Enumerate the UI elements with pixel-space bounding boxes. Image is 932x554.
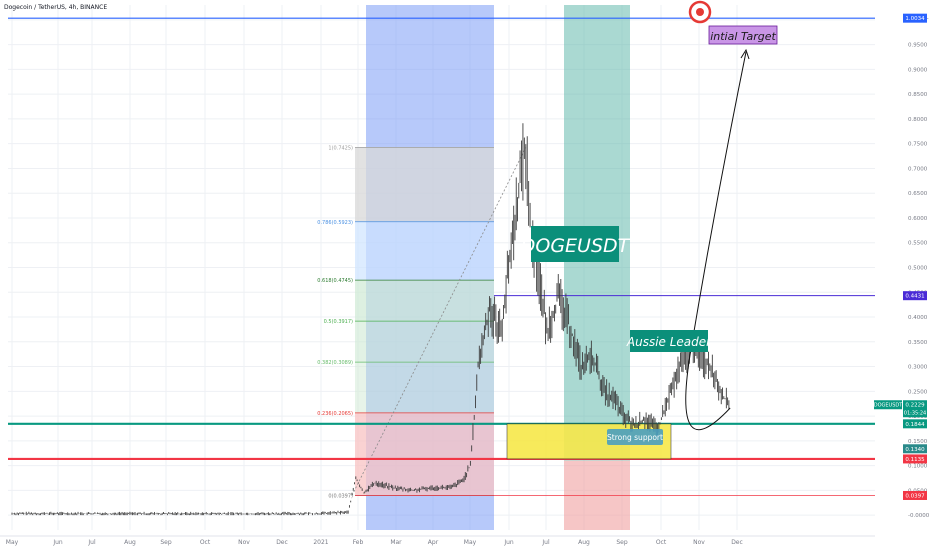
y-tick-label: 0.1000 — [908, 464, 928, 470]
y-tick-label: 0.3000 — [908, 365, 928, 371]
price-axis-label-text: 0.4431 — [905, 294, 924, 300]
price-axis-label-text: 0.1135 — [905, 457, 925, 463]
leader-label-box — [630, 330, 708, 352]
leader-label-text: Aussie Leader — [626, 335, 712, 349]
symbol-price-tag-box — [874, 400, 902, 410]
y-tick-label: 0.4000 — [908, 315, 928, 321]
x-tick-label: Nov — [693, 539, 705, 546]
level-price-box — [903, 444, 927, 454]
symbol-title: Dogecoin / TetherUS, 4h, BINANCE — [4, 4, 108, 11]
current-price-text: 0.2229 — [905, 403, 925, 409]
support-label-text: Strong support — [607, 433, 663, 442]
symbol-label-text: DOGEUSDT — [521, 235, 631, 257]
x-tick-label: Jul — [541, 539, 550, 546]
y-tick-label: 0.5500 — [908, 241, 928, 247]
fib-zone — [355, 280, 494, 322]
x-tick-label: 2021 — [313, 539, 328, 546]
symbol-label-box — [531, 226, 619, 262]
y-tick-label: -0.0000 — [908, 513, 930, 519]
x-tick-label: Aug — [124, 539, 136, 546]
x-tick-label: May — [464, 539, 477, 546]
y-tick-label: 0.7500 — [908, 142, 928, 148]
fib-level-label: 0.236(0.2065) — [317, 411, 353, 417]
y-tick-label: 0.9000 — [908, 67, 928, 73]
fib-level-label: 0.786(0.5923) — [317, 220, 353, 226]
price-axis-label-box — [903, 13, 927, 23]
current-price-box — [903, 400, 927, 418]
fib-zone — [355, 147, 494, 222]
fib-trend-line — [351, 147, 527, 496]
target-icon-center — [696, 8, 704, 16]
projection-arrowhead — [740, 48, 750, 60]
x-tick-label: Aug — [578, 539, 590, 546]
y-tick-label: 0.7000 — [908, 166, 928, 172]
price-axis-label-text: 1.0034 — [905, 16, 925, 22]
fib-level-label: 1(0.7425) — [328, 145, 353, 151]
support-label-box — [607, 429, 663, 445]
y-tick-label: 0.1500 — [908, 439, 928, 445]
price-axis-label-box — [903, 419, 927, 429]
price-axis-label-text: 0.1844 — [905, 422, 925, 428]
projection-curve — [685, 51, 747, 431]
x-tick-label: Oct — [200, 539, 211, 546]
x-tick-label: Dec — [731, 539, 743, 546]
fib-level-label: 0(0.0397) — [328, 493, 353, 499]
fib-zone — [355, 412, 494, 496]
target-label-text: intial Target — [710, 30, 776, 43]
y-tick-label: 0.5000 — [908, 266, 928, 272]
x-tick-label: Apr — [428, 539, 439, 546]
price-axis-label-box — [903, 454, 927, 464]
price-axis-label-box — [903, 291, 927, 301]
x-tick-label: Sep — [616, 539, 628, 546]
fib-zone — [355, 362, 494, 413]
y-tick-label: 0.3500 — [908, 340, 928, 346]
fib-level-label: 0.618(0.4745) — [317, 278, 353, 284]
target-label-box — [708, 25, 778, 45]
countdown-text: 01:35:24 — [904, 411, 926, 417]
x-tick-label: Feb — [353, 539, 364, 546]
y-tick-label: 0.6000 — [908, 216, 928, 222]
x-tick-label: Jun — [503, 539, 514, 546]
x-tick-label: Mar — [390, 539, 402, 546]
y-tick-label: 0.8000 — [908, 117, 928, 123]
x-tick-label: Jul — [87, 539, 96, 546]
y-tick-label: 0.6500 — [908, 191, 928, 197]
x-tick-label: Nov — [238, 539, 250, 546]
y-tick-label: 0.8500 — [908, 92, 928, 98]
fib-level-label: 0.382(0.3089) — [317, 360, 353, 366]
price-axis-label-box — [903, 490, 927, 500]
x-tick-label: Dec — [276, 539, 288, 546]
fib-level-label: 0.5(0.3917) — [324, 319, 353, 325]
x-tick-label: Sep — [160, 539, 172, 546]
x-tick-label: Jun — [52, 539, 63, 546]
level-price-text: 0.1340 — [905, 447, 925, 453]
fib-zone — [355, 321, 494, 363]
y-tick-label: 0.2500 — [908, 389, 928, 395]
price-axis-label-text: 0.0397 — [905, 493, 925, 499]
y-tick-label: 0.9500 — [908, 43, 928, 49]
fib-zone — [355, 221, 494, 281]
candles-group — [11, 123, 730, 516]
symbol-price-tag-text: DOGEUSDT — [874, 403, 904, 409]
x-tick-label: May — [6, 539, 19, 546]
x-tick-label: Oct — [656, 539, 667, 546]
